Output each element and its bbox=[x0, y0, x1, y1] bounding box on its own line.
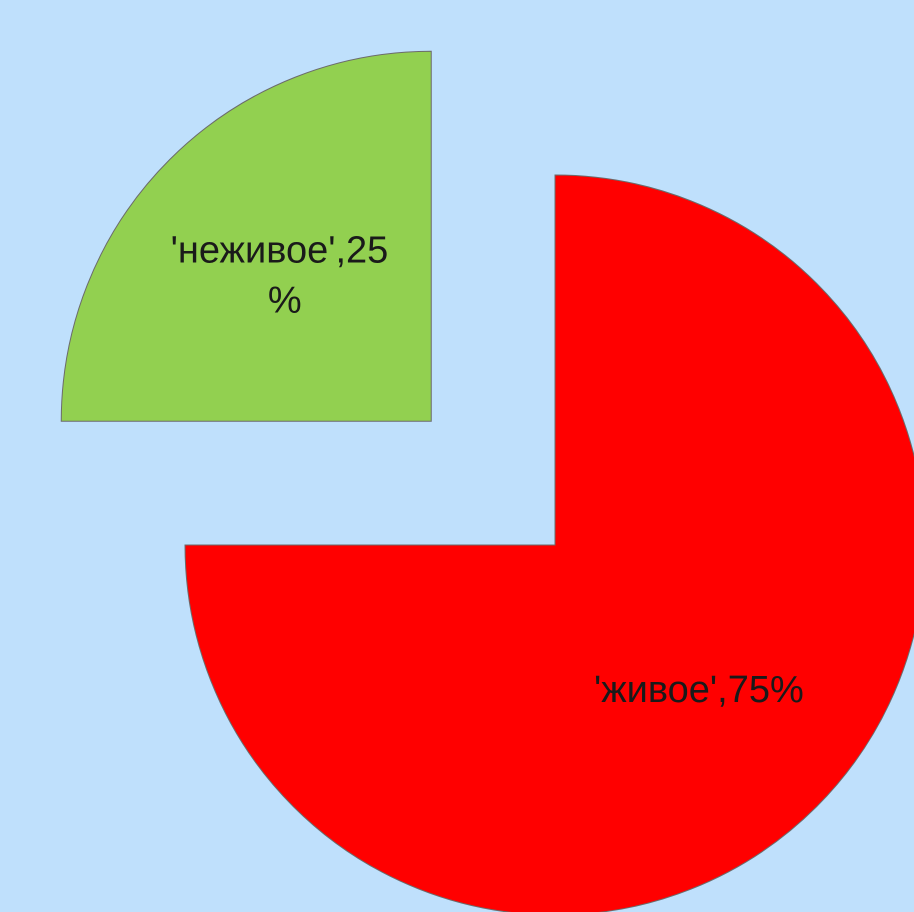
slice-label-nezhivoe: 'неживое',25 % bbox=[171, 230, 399, 322]
pie-slice-nezhivoe bbox=[60, 50, 432, 422]
slice-label-nezhivoe-line-1: 'неживое',25 bbox=[171, 230, 389, 272]
slice-label-zhivoe: 'живое',75% bbox=[594, 669, 804, 711]
slice-label-nezhivoe-line-2: % bbox=[268, 280, 302, 322]
pie-slice-zhivoe bbox=[184, 174, 914, 912]
slice-label-zhivoe-line-1: 'живое',75% bbox=[594, 669, 804, 711]
